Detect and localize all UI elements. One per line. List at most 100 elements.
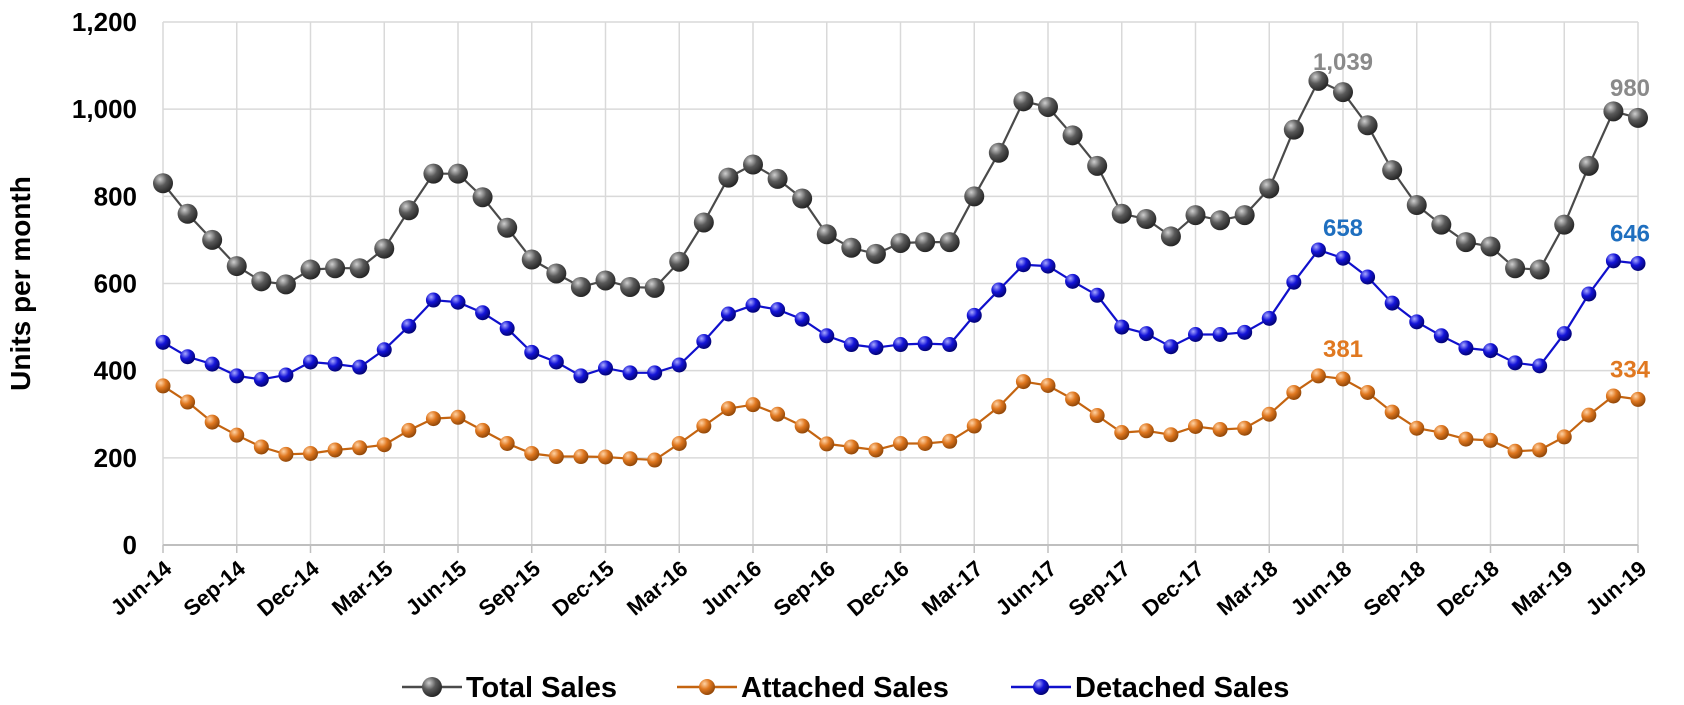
data-point: [275, 274, 296, 295]
data-point: [816, 224, 837, 245]
data-point: [155, 334, 171, 350]
data-point: [991, 399, 1007, 415]
data-point: [1532, 442, 1548, 458]
y-tick-label: 200: [94, 443, 137, 473]
data-point: [1357, 115, 1378, 136]
data-point: [226, 256, 247, 277]
data-point: [770, 302, 786, 318]
data-point: [696, 333, 712, 349]
data-point: [352, 440, 368, 456]
annotations: 1,039 980 658 646 381 334: [1313, 49, 1651, 383]
data-point: [1015, 374, 1031, 390]
data-point: [499, 320, 515, 336]
data-point: [794, 311, 810, 327]
data-point: [1040, 377, 1056, 393]
data-point: [1188, 326, 1203, 342]
data-point: [253, 439, 269, 455]
data-point: [693, 212, 714, 233]
data-point: [966, 418, 982, 434]
x-tick-label: Jun-18: [1286, 556, 1356, 621]
legend-swatch-marker: [422, 677, 442, 697]
x-tick-label: Dec-18: [1432, 556, 1503, 622]
data-point: [1630, 255, 1646, 271]
data-point: [278, 367, 294, 383]
data-point: [1603, 101, 1624, 122]
data-point: [401, 422, 417, 438]
data-point: [472, 187, 493, 208]
data-point: [1163, 427, 1179, 443]
x-tick-label: Dec-17: [1137, 556, 1208, 622]
data-point: [180, 394, 196, 410]
data-point: [153, 173, 173, 194]
data-point: [1310, 242, 1326, 258]
data-point: [573, 368, 589, 384]
data-point: [573, 449, 589, 465]
data-point: [1065, 391, 1081, 407]
legend-swatch-marker: [1033, 679, 1049, 695]
data-point: [475, 305, 491, 321]
data-point: [1431, 214, 1452, 235]
x-tick-label: Mar-18: [1212, 556, 1282, 621]
y-tick-label: 1,000: [72, 94, 137, 124]
data-point: [1630, 391, 1646, 407]
data-point: [1384, 295, 1400, 311]
data-point: [376, 342, 392, 358]
data-point: [1237, 420, 1253, 436]
data-point: [497, 217, 518, 238]
data-point: [374, 238, 395, 259]
y-tick-label: 1,200: [72, 7, 137, 37]
x-tick-label: Sep-14: [179, 555, 251, 621]
data-point: [1286, 384, 1302, 400]
data-point: [718, 167, 739, 188]
x-tick-label: Dec-15: [547, 556, 618, 622]
data-point: [325, 258, 346, 279]
data-point: [521, 249, 542, 270]
data-point: [988, 142, 1009, 163]
data-point: [1310, 368, 1326, 384]
data-point: [1382, 160, 1403, 181]
data-point: [1062, 125, 1083, 146]
data-point: [548, 354, 564, 370]
data-point: [1261, 406, 1277, 422]
data-point: [1040, 258, 1056, 274]
data-point: [1505, 258, 1526, 279]
data-point: [942, 433, 958, 449]
legend-item-attached-sales: Attached Sales: [677, 672, 949, 704]
data-point: [939, 232, 960, 253]
data-point: [398, 200, 419, 221]
data-point: [1261, 310, 1277, 326]
data-point: [1507, 443, 1523, 459]
data-point: [893, 435, 908, 451]
data-point: [671, 435, 687, 451]
data-point: [598, 449, 613, 465]
data-point: [819, 328, 835, 344]
data-point: [327, 356, 343, 372]
data-point: [401, 318, 417, 334]
data-point: [743, 154, 763, 175]
data-point: [1160, 226, 1181, 247]
data-point: [1335, 371, 1351, 387]
data-point: [548, 449, 564, 465]
data-point: [202, 229, 223, 250]
data-point: [1483, 343, 1498, 359]
data-point: [767, 168, 788, 189]
x-tick-label: Mar-16: [622, 556, 692, 621]
data-point: [1556, 429, 1572, 445]
data-point: [1065, 273, 1081, 289]
data-point: [303, 354, 318, 370]
data-point: [327, 442, 343, 458]
data-point: [1308, 70, 1329, 91]
data-point: [524, 445, 540, 461]
data-point: [1433, 425, 1449, 441]
series-detached-sales: [155, 242, 1646, 387]
data-point: [1384, 404, 1400, 420]
data-point: [253, 371, 269, 387]
data-point: [942, 337, 958, 353]
legend-label: Attached Sales: [741, 672, 949, 704]
x-tick-label: Dec-14: [252, 555, 324, 621]
y-tick-label: 800: [94, 181, 137, 211]
data-point: [890, 232, 911, 253]
data-point: [155, 378, 171, 394]
